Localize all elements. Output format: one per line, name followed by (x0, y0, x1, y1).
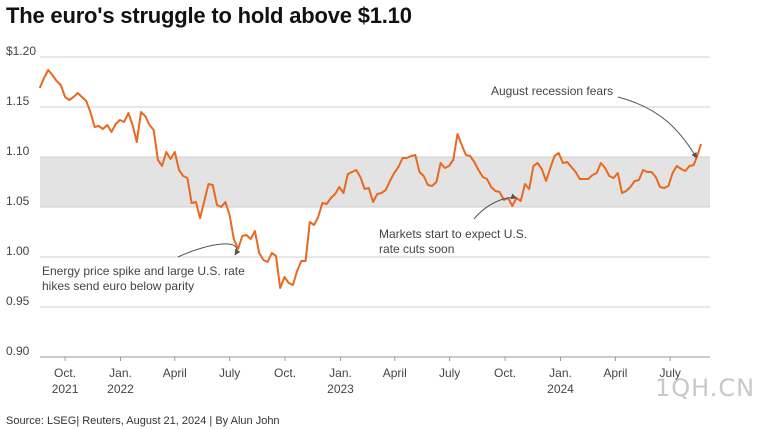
x-tick-label: Oct. (274, 366, 296, 380)
x-tick-label: Jan. (329, 366, 352, 380)
y-tick-label: 1.10 (6, 144, 30, 158)
source-note: Source: LSEG| Reuters, August 21, 2024 |… (6, 415, 280, 427)
chart-title: The euro's struggle to hold above $1.10 (6, 3, 412, 28)
y-tick-label: 1.05 (6, 194, 30, 208)
x-tick-year-label: 2022 (107, 382, 134, 396)
x-tick-year-label: 2023 (327, 382, 354, 396)
x-tick-year-label: 2021 (52, 382, 79, 396)
annotation-arrow (473, 193, 518, 220)
y-tick-label: 1.00 (6, 244, 30, 258)
x-tick-label: April (163, 366, 187, 380)
x-tick-year-label: 2024 (547, 382, 574, 396)
x-tick-label: Jan. (109, 366, 132, 380)
annotation-arrow (617, 96, 698, 159)
eur-usd-line (38, 69, 702, 289)
x-tick-label: Oct. (494, 366, 516, 380)
y-tick-label: 0.90 (6, 344, 30, 358)
x-tick-label: July (660, 366, 681, 380)
x-tick-label: Oct. (54, 366, 76, 380)
annotation-text: hikes send euro below parity (42, 279, 194, 293)
y-tick-label: 1.15 (6, 94, 30, 108)
watermark: 1QH.CN (655, 374, 756, 402)
x-tick-label: July (439, 366, 460, 380)
annotation-text: Markets start to expect U.S. (379, 227, 527, 241)
x-tick-label: Jan. (549, 366, 572, 380)
y-tick-label: 0.95 (6, 294, 30, 308)
x-tick-label: April (603, 366, 627, 380)
annotation-text: August recession fears (491, 84, 613, 98)
annotation-text: Energy price spike and large U.S. rate (42, 264, 245, 278)
x-tick-label: April (383, 366, 407, 380)
x-tick-label: July (219, 366, 240, 380)
annotation-text: rate cuts soon (379, 242, 454, 256)
annotation-arrow (177, 243, 241, 258)
y-tick-label: $1.20 (6, 44, 36, 58)
